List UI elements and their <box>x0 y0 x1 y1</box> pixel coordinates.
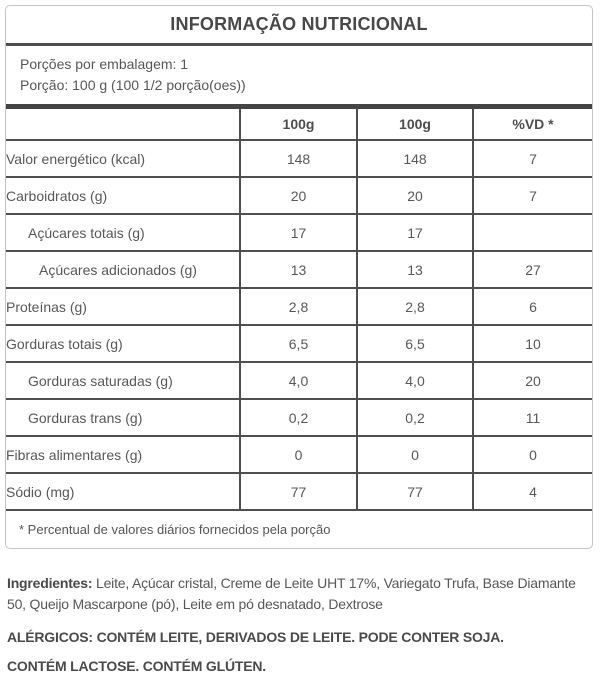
nutrient-value: 13 <box>356 251 473 289</box>
nutrient-label: Açúcares adicionados (g) <box>6 251 240 289</box>
footnote: * Percentual de valores diários fornecid… <box>19 522 331 537</box>
title-divider <box>6 43 592 46</box>
table-row: Gorduras saturadas (g) 4,0 4,0 20 <box>6 362 592 400</box>
table-header-row: 100g 100g %VD * <box>6 109 592 141</box>
table-row: Gorduras totais (g) 6,5 6,5 10 <box>6 325 592 363</box>
nutrient-value: 6,5 <box>239 325 357 363</box>
nutrient-value: 0,2 <box>239 399 357 437</box>
lactose-gluten-line: CONTÉM LACTOSE. CONTÉM GLÚTEN. <box>7 658 266 674</box>
serving-size: Porção: 100 g (100 1/2 porção(oes)) <box>20 77 246 93</box>
nutrient-label: Valor energético (kcal) <box>6 140 240 178</box>
nutrient-value: 7 <box>472 140 592 178</box>
nutrient-label: Carboidratos (g) <box>6 177 240 215</box>
nutrient-value: 2,8 <box>239 288 357 326</box>
nutrient-value: 11 <box>472 399 592 437</box>
panel-title: INFORMAÇÃO NUTRICIONAL <box>170 14 428 34</box>
nutrient-value: 0,2 <box>356 399 473 437</box>
nutrient-value: 77 <box>239 473 357 511</box>
ingredients-list: Leite, Açúcar cristal, Creme de Leite UH… <box>7 575 576 612</box>
nutrient-value <box>472 214 592 252</box>
column-header-blank <box>6 109 240 141</box>
table-row: Açúcares adicionados (g) 13 13 27 <box>6 251 592 289</box>
servings-per-package: Porções por embalagem: 1 <box>20 56 189 72</box>
nutrient-value: 0 <box>356 436 473 474</box>
nutrient-value: 6 <box>472 288 592 326</box>
nutrient-value: 13 <box>239 251 357 289</box>
table-row: Fibras alimentares (g) 0 0 0 <box>6 436 592 474</box>
nutrient-label: Açúcares totais (g) <box>6 214 240 252</box>
table-row: Carboidratos (g) 20 20 7 <box>6 177 592 215</box>
nutrient-value: 27 <box>472 251 592 289</box>
nutrient-value: 20 <box>356 177 473 215</box>
ingredients-label: Ingredientes: <box>7 575 93 591</box>
allergens-line: ALÉRGICOS: CONTÉM LEITE, DERIVADOS DE LE… <box>7 629 504 645</box>
column-header-100g-2: 100g <box>356 109 473 141</box>
nutrient-label: Gorduras saturadas (g) <box>6 362 240 400</box>
table-row: Proteínas (g) 2,8 2,8 6 <box>6 288 592 326</box>
table-row: Valor energético (kcal) 148 148 7 <box>6 140 592 178</box>
nutrient-value: 0 <box>239 436 357 474</box>
nutrient-value: 2,8 <box>356 288 473 326</box>
table-row: Açúcares totais (g) 17 17 <box>6 214 592 252</box>
column-header-vd: %VD * <box>472 109 592 141</box>
nutrient-value: 4 <box>472 473 592 511</box>
nutrient-value: 7 <box>472 177 592 215</box>
ingredients-text: Ingredientes: Leite, Açúcar cristal, Cre… <box>7 573 593 615</box>
nutrient-value: 148 <box>356 140 473 178</box>
table-top-divider <box>6 104 592 109</box>
nutrient-label: Sódio (mg) <box>6 473 240 511</box>
nutrient-label: Gorduras totais (g) <box>6 325 240 363</box>
nutrient-value: 6,5 <box>356 325 473 363</box>
nutrient-value: 20 <box>239 177 357 215</box>
servings-block: Porções por embalagem: 1 Porção: 100 g (… <box>6 46 592 104</box>
nutrient-value: 17 <box>239 214 357 252</box>
nutrient-label: Fibras alimentares (g) <box>6 436 240 474</box>
nutrient-value: 20 <box>472 362 592 400</box>
nutrient-value: 0 <box>472 436 592 474</box>
nutrient-value: 77 <box>356 473 473 511</box>
nutrient-label: Proteínas (g) <box>6 288 240 326</box>
nutrient-value: 10 <box>472 325 592 363</box>
nutrient-label: Gorduras trans (g) <box>6 399 240 437</box>
nutrient-value: 4,0 <box>239 362 357 400</box>
column-header-100g-1: 100g <box>239 109 357 141</box>
nutrient-value: 148 <box>239 140 357 178</box>
nutrient-value: 4,0 <box>356 362 473 400</box>
nutrition-table: 100g 100g %VD * Valor energético (kcal) 1… <box>6 109 592 511</box>
table-row: Gorduras trans (g) 0,2 0,2 11 <box>6 399 592 437</box>
nutrition-panel: INFORMAÇÃO NUTRICIONAL Porções por embal… <box>5 5 593 549</box>
table-row: Sódio (mg) 77 77 4 <box>6 473 592 511</box>
label-text-section: Ingredientes: Leite, Açúcar cristal, Cre… <box>7 573 593 675</box>
nutrient-value: 17 <box>356 214 473 252</box>
